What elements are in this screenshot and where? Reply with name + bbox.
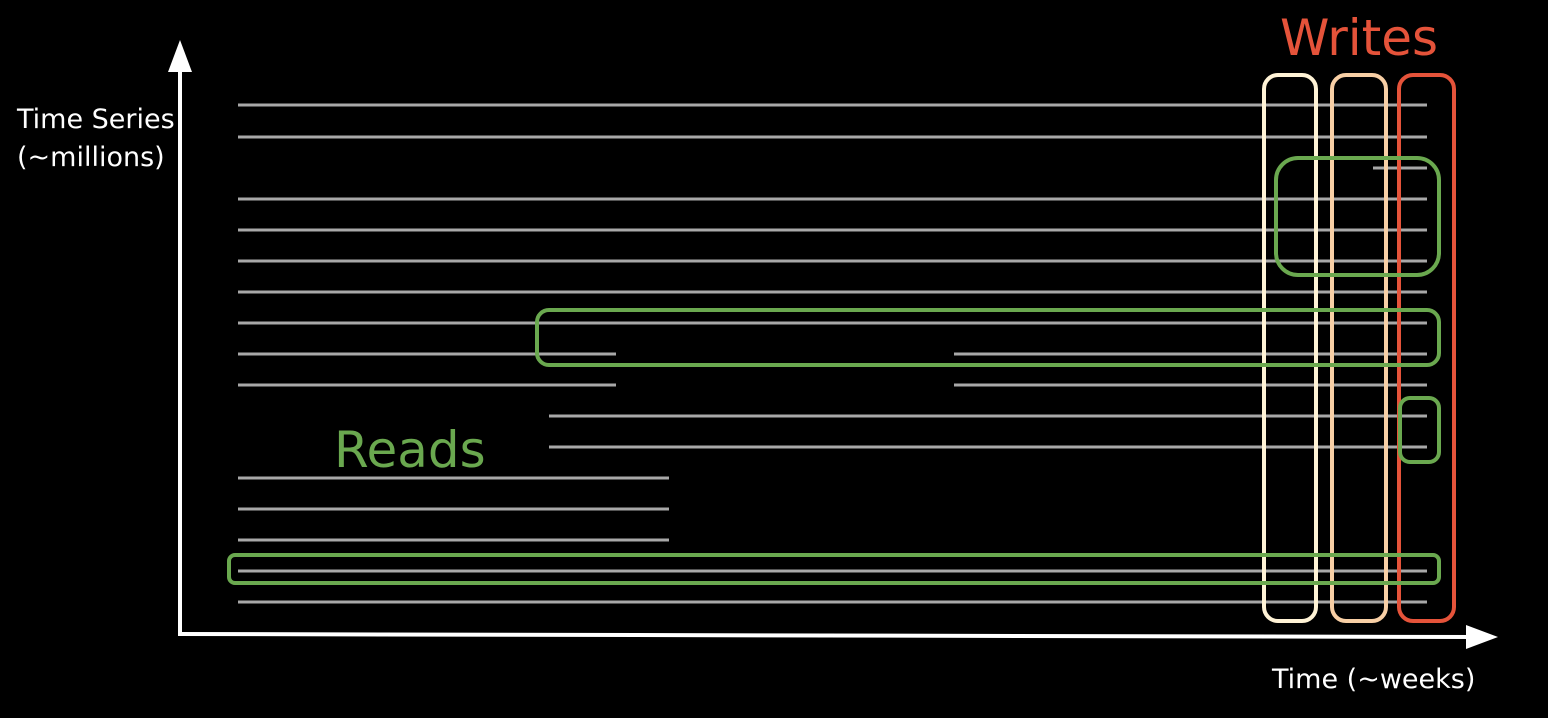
read-box-recent-series — [1274, 156, 1441, 277]
write-block-2 — [1330, 73, 1388, 623]
read-box-recent-small — [1398, 396, 1441, 464]
write-block-1 — [1262, 73, 1318, 623]
write-block-3 — [1397, 73, 1456, 623]
x-axis — [177, 632, 1476, 639]
time-series-lines — [238, 103, 1427, 604]
read-box-full-history — [227, 553, 1441, 585]
reads-label: Reads — [334, 421, 486, 479]
y-axis-label: Time Series (~millions) — [17, 104, 175, 173]
x-axis-arrow-icon — [1466, 625, 1498, 649]
x-axis-label: Time (~weeks) — [1272, 664, 1476, 695]
highlight-boxes — [227, 73, 1456, 623]
writes-label: Writes — [1280, 9, 1439, 67]
read-box-long-range — [535, 308, 1441, 367]
axes — [168, 40, 1498, 649]
y-axis-arrow-icon — [168, 40, 192, 72]
